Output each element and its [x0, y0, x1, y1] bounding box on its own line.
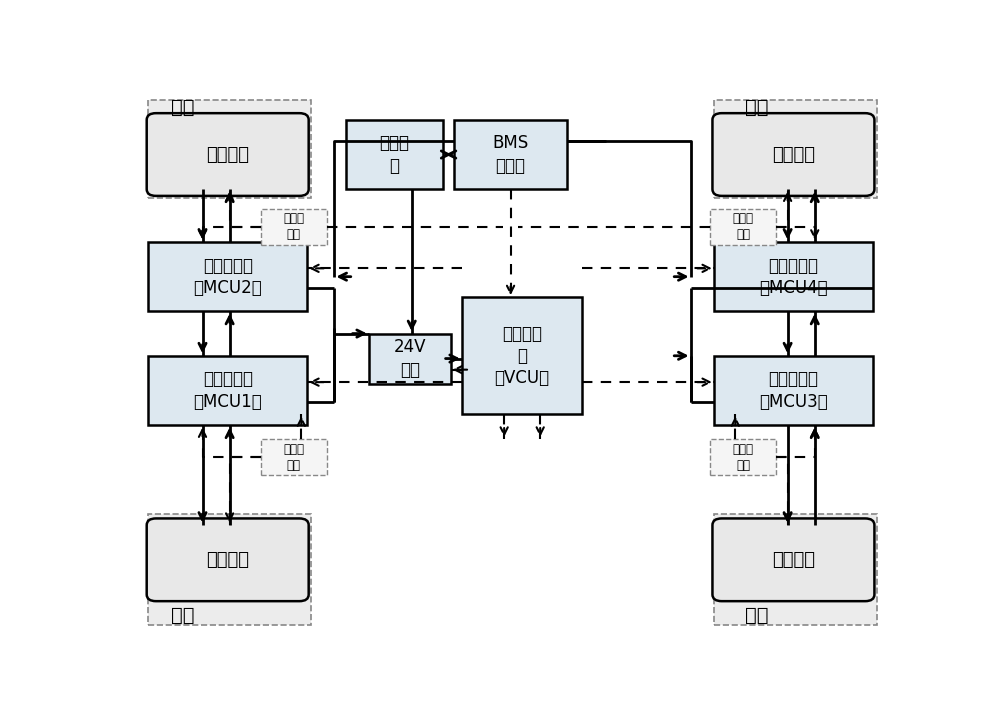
- Text: 轮毂电机: 轮毂电机: [772, 551, 815, 569]
- Bar: [261, 439, 326, 475]
- Bar: [148, 100, 311, 198]
- Bar: [148, 514, 311, 625]
- Bar: [710, 439, 776, 475]
- Text: 轮毂电机: 轮毂电机: [206, 551, 249, 569]
- Text: 24V
电源: 24V 电源: [394, 338, 426, 379]
- Bar: [261, 208, 326, 244]
- FancyBboxPatch shape: [712, 518, 874, 601]
- Text: 轮速传
感器: 轮速传 感器: [733, 212, 754, 242]
- Bar: [148, 242, 307, 311]
- Text: 轮速传
感器: 轮速传 感器: [733, 443, 754, 472]
- Text: 动力电
池: 动力电 池: [379, 134, 409, 174]
- Bar: [714, 514, 877, 625]
- Text: 车轮: 车轮: [745, 98, 768, 117]
- FancyBboxPatch shape: [147, 113, 309, 196]
- Text: 电机控制器
（MCU3）: 电机控制器 （MCU3）: [759, 371, 828, 410]
- Text: 轮毂电机: 轮毂电机: [206, 146, 249, 164]
- Text: 车轮: 车轮: [171, 98, 195, 117]
- Bar: [462, 298, 582, 414]
- Text: 电机控制器
（MCU4）: 电机控制器 （MCU4）: [759, 257, 828, 297]
- Text: 车轮: 车轮: [745, 606, 768, 624]
- Bar: [710, 208, 776, 244]
- Text: 轮速传
感器: 轮速传 感器: [283, 443, 304, 472]
- FancyBboxPatch shape: [712, 113, 874, 196]
- Bar: [369, 334, 450, 384]
- Bar: [714, 355, 873, 425]
- Bar: [346, 120, 443, 189]
- Bar: [454, 120, 567, 189]
- Bar: [714, 242, 873, 311]
- Text: 车轮: 车轮: [171, 606, 195, 624]
- Text: 整车控制
器
（VCU）: 整车控制 器 （VCU）: [495, 324, 550, 387]
- Text: BMS
配电柜: BMS 配电柜: [492, 134, 529, 174]
- Bar: [148, 355, 307, 425]
- Text: 电机控制器
（MCU1）: 电机控制器 （MCU1）: [193, 371, 262, 410]
- Text: 轮速传
感器: 轮速传 感器: [283, 212, 304, 242]
- Text: 轮毂电机: 轮毂电机: [772, 146, 815, 164]
- Bar: [714, 100, 877, 198]
- Text: 电机控制器
（MCU2）: 电机控制器 （MCU2）: [193, 257, 262, 297]
- FancyBboxPatch shape: [147, 518, 309, 601]
